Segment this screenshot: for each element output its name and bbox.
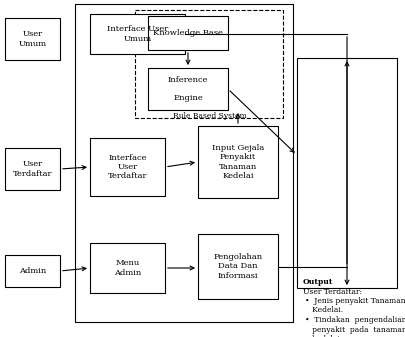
Text: •  Tindakan  pengendalian: • Tindakan pengendalian: [305, 316, 405, 324]
Bar: [135, 10, 283, 118]
Text: Knowledge Base: Knowledge Base: [153, 29, 223, 37]
Bar: [198, 234, 278, 299]
Text: User
Umum: User Umum: [19, 30, 47, 48]
Text: •  Jenis penyakit Tanaman: • Jenis penyakit Tanaman: [305, 297, 405, 305]
Bar: [90, 138, 165, 196]
Bar: [5, 18, 60, 60]
Text: Admin: Admin: [19, 267, 46, 275]
Text: kedelai.: kedelai.: [305, 335, 342, 337]
Text: Interface
User
Terdaftar: Interface User Terdaftar: [108, 154, 147, 180]
Bar: [90, 243, 165, 293]
Text: Inference

Engine: Inference Engine: [168, 76, 208, 102]
Text: Interface User
Umum: Interface User Umum: [107, 25, 168, 42]
Bar: [297, 58, 397, 288]
Text: User
Terdaftar: User Terdaftar: [13, 160, 52, 178]
Text: Kedelai.: Kedelai.: [305, 306, 343, 314]
Text: Input Gejala
Penyakit
Tanaman
Kedelai: Input Gejala Penyakit Tanaman Kedelai: [212, 144, 264, 180]
Text: Pengolahan
Data Dan
Informasi: Pengolahan Data Dan Informasi: [213, 253, 262, 280]
Text: Output: Output: [303, 278, 333, 286]
Bar: [5, 255, 60, 287]
Bar: [90, 14, 185, 54]
Text: User Terdaftar:: User Terdaftar:: [303, 287, 362, 296]
Bar: [5, 148, 60, 190]
Bar: [75, 4, 293, 322]
Bar: [148, 68, 228, 110]
Bar: [198, 126, 278, 198]
Text: Rule Based System: Rule Based System: [173, 112, 247, 120]
Text: Menu
Admin: Menu Admin: [114, 259, 141, 277]
Text: penyakit  pada  tanaman: penyakit pada tanaman: [305, 326, 405, 334]
Bar: [148, 16, 228, 50]
